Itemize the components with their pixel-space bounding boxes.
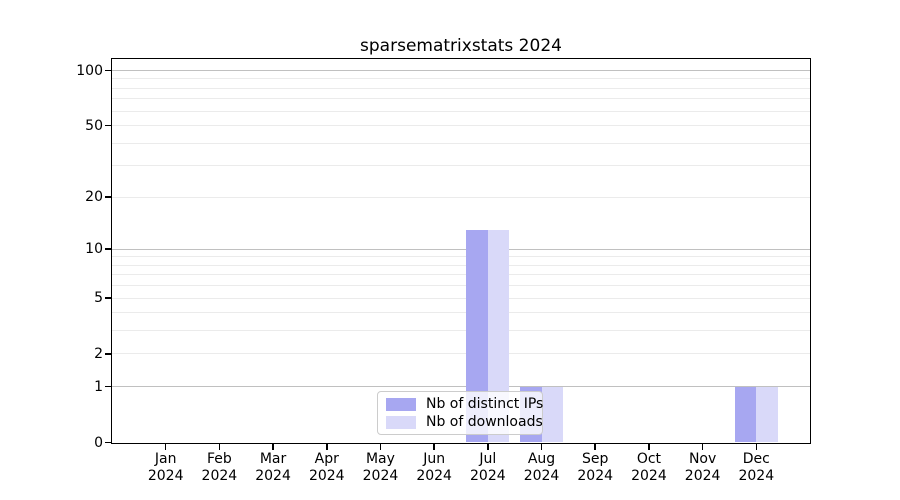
x-tick-label: Aug 2024: [512, 451, 572, 485]
y-axis-tick: [105, 353, 111, 355]
month-label: Jul: [479, 450, 497, 467]
x-axis-tick: [540, 443, 543, 450]
year-label: 2024: [684, 467, 721, 484]
month-label: Mar: [259, 450, 287, 467]
chart-title: sparsematrixstats 2024: [360, 36, 562, 56]
grid-line: [112, 165, 810, 167]
grid-line: [112, 110, 810, 112]
x-tick-label: Jan 2024: [136, 451, 196, 485]
legend-entry-downloads: Nb of downloads: [386, 414, 543, 430]
y-axis-tick: [105, 124, 111, 127]
grid-line: [112, 78, 810, 80]
x-tick-label: Apr 2024: [297, 451, 357, 485]
grid-line: [112, 386, 810, 388]
y-tick-label: 0: [94, 434, 103, 451]
grid-line: [112, 264, 810, 266]
month-label: Feb: [206, 450, 232, 467]
y-tick-label: 10: [85, 241, 103, 258]
x-axis-tick: [218, 443, 221, 450]
year-label: 2024: [201, 467, 238, 484]
x-tick-label: Jul 2024: [458, 451, 518, 485]
x-tick-label: Oct 2024: [619, 451, 679, 485]
year-label: 2024: [147, 467, 184, 484]
y-axis-tick: [105, 441, 111, 444]
month-label: Aug: [527, 450, 556, 467]
x-axis-tick: [433, 443, 435, 450]
grid-line: [112, 87, 810, 89]
x-axis-tick: [326, 443, 328, 450]
y-axis-tick: [105, 385, 111, 388]
grid-line: [112, 330, 810, 332]
year-label: 2024: [523, 467, 560, 484]
y-tick-label: 1: [94, 378, 103, 395]
grid-line: [112, 297, 810, 299]
legend-entry-distinct-ips: Nb of distinct IPs: [386, 396, 543, 412]
grid-line: [112, 70, 810, 71]
distinct-ips-swatch-icon: [386, 397, 416, 411]
x-axis-tick: [701, 443, 704, 450]
x-tick-label: Dec 2024: [726, 451, 786, 485]
bar-nb-of-downloads-jul: [487, 229, 510, 443]
grid-line: [112, 312, 810, 314]
legend-label: Nb of downloads: [426, 414, 543, 430]
grid-line: [112, 274, 810, 276]
grid-line: [112, 125, 810, 127]
grid-line: [112, 248, 810, 250]
legend: Nb of distinct IPs Nb of downloads: [377, 391, 543, 435]
x-axis-tick: [648, 443, 650, 450]
year-label: 2024: [577, 467, 614, 484]
month-label: Sep: [582, 450, 609, 467]
x-tick-label: Nov 2024: [673, 451, 733, 485]
y-tick-label: 5: [94, 290, 103, 307]
year-label: 2024: [362, 467, 399, 484]
year-label: 2024: [470, 467, 506, 484]
month-label: Oct: [636, 450, 662, 467]
grid-line: [112, 256, 810, 258]
grid-line: [112, 196, 810, 198]
bar-nb-of-distinct-ips-jul: [466, 229, 488, 443]
x-tick-label: Mar 2024: [243, 451, 303, 485]
year-label: 2024: [255, 467, 291, 484]
x-axis-tick: [272, 443, 274, 450]
month-label: Dec: [742, 450, 770, 467]
y-axis-tick: [105, 248, 111, 250]
y-axis-tick: [105, 69, 111, 72]
bar-nb-of-distinct-ips-dec: [734, 386, 757, 443]
year-label: 2024: [631, 467, 667, 484]
month-label: Jan: [154, 450, 177, 467]
year-label: 2024: [738, 467, 775, 484]
y-axis-tick: [105, 196, 111, 198]
month-label: May: [365, 450, 395, 467]
x-axis-tick: [755, 443, 758, 450]
y-tick-label: 20: [85, 189, 103, 206]
x-axis-tick: [379, 443, 382, 450]
x-tick-label: Sep 2024: [565, 451, 625, 485]
grid-line: [112, 142, 810, 144]
bar-nb-of-downloads-aug: [541, 386, 564, 443]
grid-line: [112, 353, 810, 355]
y-tick-label: 2: [94, 345, 103, 362]
x-tick-label: May 2024: [350, 451, 410, 485]
x-tick-label: Feb 2024: [189, 451, 249, 485]
downloads-swatch-icon: [386, 415, 416, 429]
y-tick-label: 50: [85, 117, 103, 134]
grid-line: [112, 98, 810, 100]
month-label: Apr: [314, 450, 339, 467]
y-axis-tick: [105, 297, 111, 299]
x-axis-tick: [487, 443, 489, 450]
bar-nb-of-downloads-dec: [756, 386, 778, 443]
grid-line: [112, 285, 810, 287]
y-tick-label: 100: [76, 62, 103, 79]
x-axis-tick: [164, 443, 167, 450]
legend-label: Nb of distinct IPs: [426, 396, 544, 412]
x-tick-label: Jun 2024: [404, 451, 464, 485]
year-label: 2024: [308, 467, 345, 484]
month-label: Nov: [688, 450, 717, 467]
x-axis-tick: [594, 443, 596, 450]
year-label: 2024: [416, 467, 452, 484]
month-label: Jun: [423, 450, 446, 467]
